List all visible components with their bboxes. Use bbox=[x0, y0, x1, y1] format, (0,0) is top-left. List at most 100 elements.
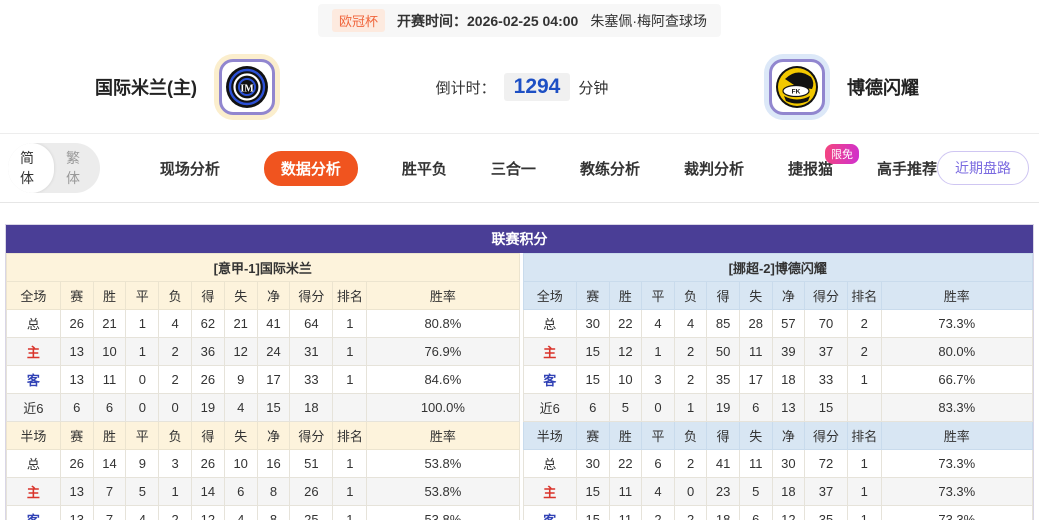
stat-cell: 1 bbox=[846, 365, 882, 394]
stat-cell: 18 bbox=[289, 393, 334, 422]
lang-traditional[interactable]: 繁体 bbox=[65, 150, 80, 186]
stat-row-home: 主 13 10 1 2 36 12 24 31 1 76.9% bbox=[6, 337, 520, 366]
stat-row-home: 主 13 7 5 1 14 6 8 26 1 53.8% bbox=[6, 477, 520, 506]
tab-jiebao-cat[interactable]: 捷报猫 限免 bbox=[788, 143, 859, 179]
tab-coach-analysis[interactable]: 教练分析 bbox=[579, 160, 640, 178]
column-header: 净 bbox=[256, 421, 291, 450]
stat-cell: 10 bbox=[92, 337, 127, 366]
column-header: 平 bbox=[125, 421, 160, 450]
stat-cell: 1 bbox=[125, 309, 160, 338]
stat-cell: 3 bbox=[641, 365, 675, 394]
stat-cell: 30 bbox=[575, 449, 610, 478]
match-info-bar: 欧冠杯 开赛时间：2026-02-25 04:00 朱塞佩·梅阿查球场 bbox=[0, 0, 1039, 37]
row-label: 总 bbox=[522, 449, 577, 478]
language-toggle[interactable]: 简体 繁体 bbox=[8, 143, 100, 193]
stat-cell: 30 bbox=[575, 309, 610, 338]
stat-cell: 26 bbox=[191, 365, 225, 394]
stat-cell: 22 bbox=[608, 309, 643, 338]
home-team-label-row: [意甲-1]国际米兰 bbox=[6, 253, 520, 282]
kickoff-time: 2026-02-25 04:00 bbox=[467, 12, 579, 29]
stat-cell: 4 bbox=[673, 309, 708, 338]
row-label: 总 bbox=[6, 449, 61, 478]
stat-cell: 8 bbox=[256, 505, 291, 520]
stat-cell: 17 bbox=[738, 365, 773, 394]
column-header: 胜 bbox=[92, 421, 127, 450]
stat-cell: 1 bbox=[846, 477, 882, 506]
stat-cell: 22 bbox=[608, 449, 643, 478]
tab-data-analysis[interactable]: 数据分析 bbox=[263, 150, 358, 186]
standings-title: 联赛积分 bbox=[6, 225, 1033, 253]
stat-cell: 2 bbox=[673, 449, 708, 478]
column-header: 胜 bbox=[608, 281, 643, 310]
stat-cell: 53.8% bbox=[366, 449, 520, 478]
stat-cell: 1 bbox=[332, 309, 368, 338]
tab-win-draw-lose[interactable]: 胜平负 bbox=[401, 160, 447, 178]
stat-cell: 80.0% bbox=[880, 337, 1034, 366]
stat-cell: 13 bbox=[59, 505, 94, 520]
stat-cell: 13 bbox=[771, 393, 806, 422]
column-header: 半场 bbox=[6, 421, 61, 450]
column-header: 失 bbox=[223, 421, 258, 450]
stat-cell: 0 bbox=[125, 393, 160, 422]
stat-cell: 18 bbox=[771, 365, 806, 394]
column-header: 全场 bbox=[6, 281, 61, 310]
countdown-label: 倒计时： bbox=[435, 79, 496, 97]
home-team-logo: IM bbox=[219, 59, 275, 115]
stat-cell: 13 bbox=[59, 337, 94, 366]
column-header: 半场 bbox=[522, 421, 577, 450]
stat-cell: 31 bbox=[289, 337, 334, 366]
column-header: 负 bbox=[158, 421, 192, 450]
stat-cell: 1 bbox=[332, 365, 368, 394]
lang-simplified[interactable]: 简体 bbox=[8, 143, 54, 193]
column-header: 排名 bbox=[332, 281, 368, 310]
tab-three-in-one[interactable]: 三合一 bbox=[490, 160, 536, 178]
column-header: 全场 bbox=[522, 281, 577, 310]
stat-cell: 2 bbox=[673, 505, 708, 520]
stat-row-away: 客 15 10 3 2 35 17 18 33 1 66.7% bbox=[522, 365, 1034, 394]
stat-cell: 53.8% bbox=[366, 477, 520, 506]
stat-cell: 1 bbox=[125, 337, 160, 366]
row-label: 近6 bbox=[6, 393, 61, 422]
stat-cell: 1 bbox=[641, 337, 675, 366]
free-badge: 限免 bbox=[824, 143, 859, 164]
column-header: 排名 bbox=[332, 421, 368, 450]
column-header-row: 半场赛胜平负得失净得分 排名 胜率 bbox=[522, 421, 1034, 450]
stat-cell: 1 bbox=[332, 505, 368, 520]
row-label: 主 bbox=[6, 477, 61, 506]
tab-referee-analysis[interactable]: 裁判分析 bbox=[683, 160, 744, 178]
stat-cell: 1 bbox=[158, 477, 192, 506]
row-label: 主 bbox=[522, 477, 577, 506]
stat-cell: 10 bbox=[608, 365, 643, 394]
stat-cell: 1 bbox=[673, 393, 708, 422]
column-header-row: 半场赛胜平负得失净得分 排名 胜率 bbox=[6, 421, 520, 450]
stat-cell: 4 bbox=[223, 393, 258, 422]
stat-row-total: 总 26 14 9 3 26 10 16 51 1 53.8% bbox=[6, 449, 520, 478]
stat-cell: 18 bbox=[706, 505, 740, 520]
svg-text:IM: IM bbox=[240, 84, 254, 95]
row-label: 总 bbox=[522, 309, 577, 338]
column-header: 得 bbox=[191, 281, 225, 310]
stat-cell: 0 bbox=[158, 393, 192, 422]
stat-cell: 6 bbox=[59, 393, 94, 422]
stat-cell: 11 bbox=[608, 477, 643, 506]
recent-odds-button[interactable]: 近期盘路 bbox=[937, 151, 1029, 185]
stat-cell: 57 bbox=[771, 309, 806, 338]
column-header: 赛 bbox=[575, 421, 610, 450]
stat-cell: 0 bbox=[125, 365, 160, 394]
stat-cell: 2 bbox=[158, 505, 192, 520]
column-header: 得分 bbox=[289, 421, 334, 450]
stat-cell: 11 bbox=[738, 337, 773, 366]
stat-row-away: 客 13 11 0 2 26 9 17 33 1 84.6% bbox=[6, 365, 520, 394]
nav-tabs: 现场分析 数据分析 胜平负 三合一 教练分析 裁判分析 捷报猫 限免 高手推荐 bbox=[159, 143, 937, 186]
column-header-row: 全场赛胜平负得失净得分 排名 胜率 bbox=[6, 281, 520, 310]
stat-cell: 0 bbox=[673, 477, 708, 506]
tab-live-analysis[interactable]: 现场分析 bbox=[159, 160, 220, 178]
stat-cell: 26 bbox=[191, 449, 225, 478]
stat-cell: 15 bbox=[256, 393, 291, 422]
column-header: 净 bbox=[256, 281, 291, 310]
away-team-logo: FK bbox=[769, 59, 825, 115]
tab-expert-picks[interactable]: 高手推荐 bbox=[876, 160, 937, 178]
stat-cell: 14 bbox=[191, 477, 225, 506]
column-header: 平 bbox=[641, 421, 675, 450]
stat-cell: 50 bbox=[706, 337, 740, 366]
